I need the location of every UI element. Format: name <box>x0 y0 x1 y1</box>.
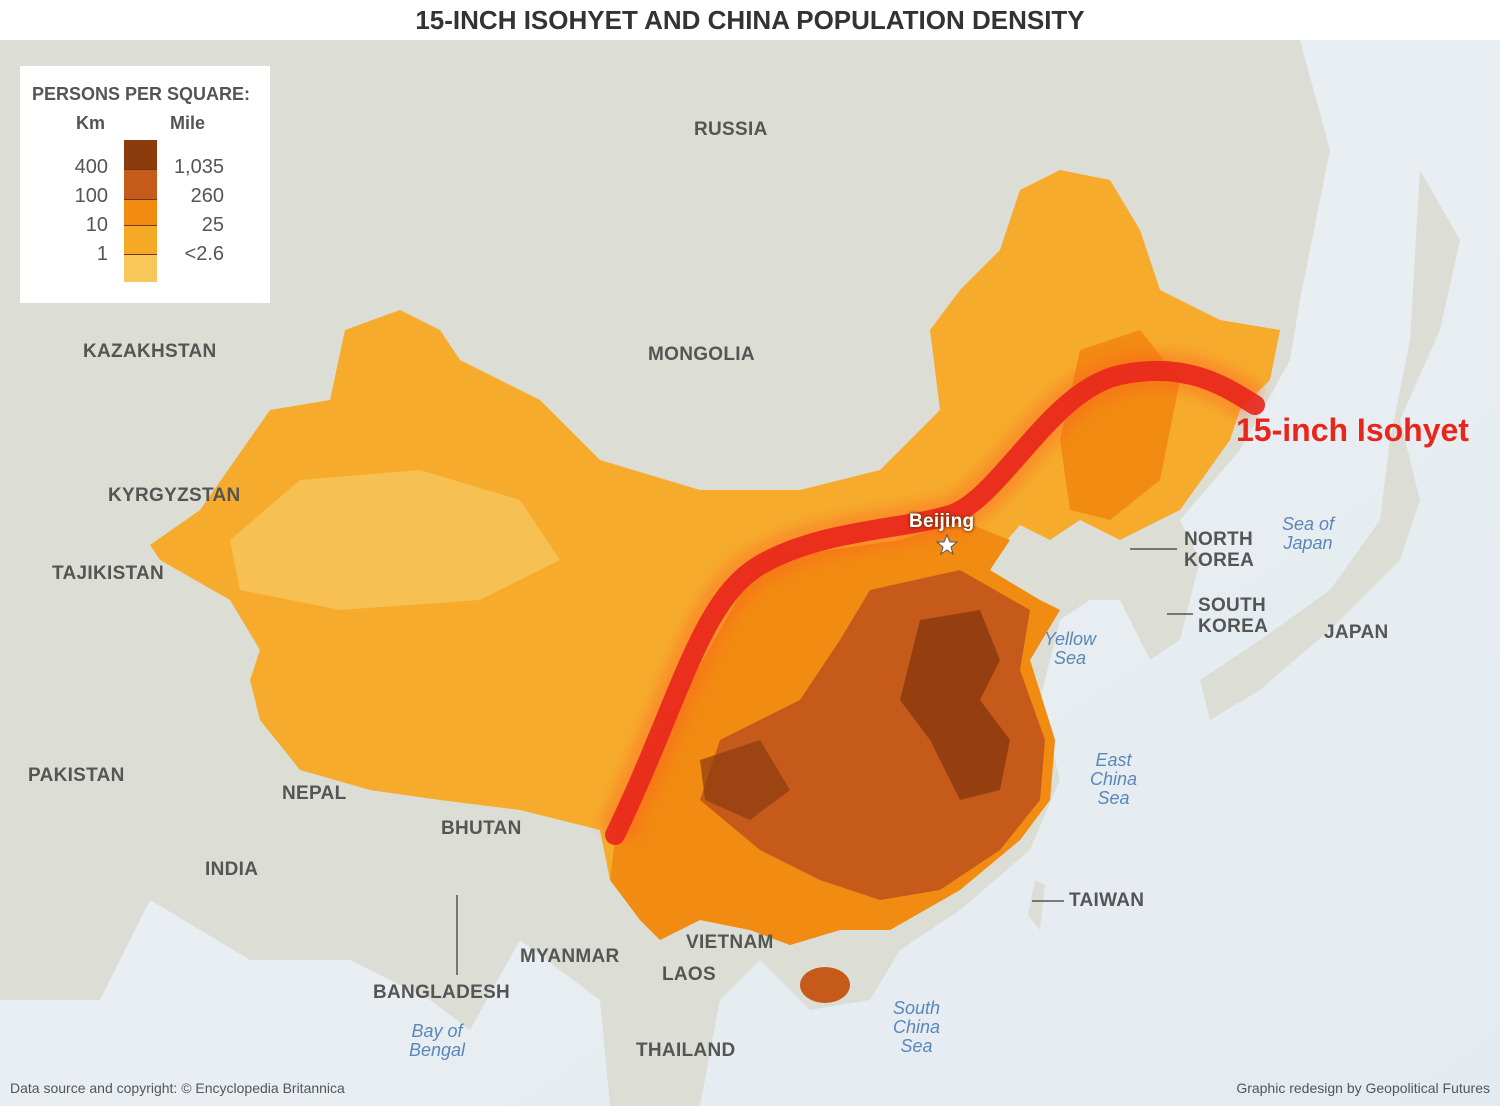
legend-km-400: 400 <box>74 156 108 178</box>
legend-km-10: 10 <box>85 214 108 236</box>
very-high-density-region <box>900 610 1010 800</box>
label-russia: RUSSIA <box>694 119 768 140</box>
label-beijing: Beijing <box>909 511 975 532</box>
legend-mile-25: 25 <box>201 214 224 236</box>
legend-swatch-4 <box>124 226 157 255</box>
leader-lines <box>456 548 1193 975</box>
label-vietnam: VIETNAM <box>686 932 774 953</box>
hainan-island <box>800 967 850 1003</box>
label-north-korea: NORTH KOREA <box>1184 529 1255 571</box>
label-japan: JAPAN <box>1324 622 1389 643</box>
label-nepal: NEPAL <box>282 783 347 804</box>
map-canvas <box>0 40 1500 1106</box>
label-mongolia: MONGOLIA <box>648 344 755 365</box>
legend-heading: PERSONS PER SQUARE: <box>32 84 251 104</box>
label-east-china-sea: East China Sea <box>1090 750 1138 808</box>
legend-km-100: 100 <box>74 185 108 207</box>
isohyet-label: 15-inch Isohyet <box>1236 412 1469 448</box>
legend-unit-km: Km <box>76 113 106 133</box>
taiwan-land <box>1028 880 1045 930</box>
label-taiwan: TAIWAN <box>1069 890 1145 911</box>
label-pakistan: PAKISTAN <box>28 765 125 786</box>
legend-mile-1035: 1,035 <box>173 156 224 178</box>
label-laos: LAOS <box>662 964 716 985</box>
label-bangladesh: BANGLADESH <box>373 982 511 1003</box>
label-sea-of-japan: Sea of Japan <box>1282 514 1335 553</box>
label-bay-of-bengal: Bay of Bengal <box>409 1021 466 1060</box>
label-kazakhstan: KAZAKHSTAN <box>83 341 217 362</box>
desert-low-density <box>230 470 560 610</box>
sichuan-high-density <box>700 740 790 820</box>
legend-swatch-3 <box>124 200 157 226</box>
label-tajikistan: TAJIKISTAN <box>52 563 165 584</box>
label-india: INDIA <box>205 859 259 880</box>
label-thailand: THAILAND <box>636 1040 736 1061</box>
legend-swatch-2 <box>124 170 157 200</box>
label-south-korea: SOUTH KOREA <box>1198 595 1269 637</box>
legend-swatch-5 <box>124 255 157 282</box>
legend-mile-260: 260 <box>190 185 224 207</box>
label-yellow-sea: Yellow Sea <box>1044 629 1097 668</box>
footer-source: Data source and copyright: © Encyclopedi… <box>10 1080 345 1096</box>
legend-mile-2-6: <2.6 <box>184 243 224 265</box>
legend-swatch-1 <box>124 140 157 170</box>
footer-credit: Graphic redesign by Geopolitical Futures <box>1236 1080 1490 1096</box>
legend-km-1: 1 <box>96 243 108 265</box>
label-south-china-sea: South China Sea <box>893 998 941 1056</box>
isohyet-line <box>605 361 1265 845</box>
star-icon <box>935 533 959 556</box>
map-title: 15-INCH ISOHYET AND CHINA POPULATION DEN… <box>0 0 1500 40</box>
label-myanmar: MYANMAR <box>520 946 620 967</box>
label-kyrgyzstan: KYRGYZSTAN <box>108 485 241 506</box>
legend-unit-mile: Mile <box>170 113 206 133</box>
legend: PERSONS PER SQUARE: Km Mile 400 100 10 1… <box>20 66 270 303</box>
japan-land <box>1200 170 1460 720</box>
label-bhutan: BHUTAN <box>441 818 522 839</box>
